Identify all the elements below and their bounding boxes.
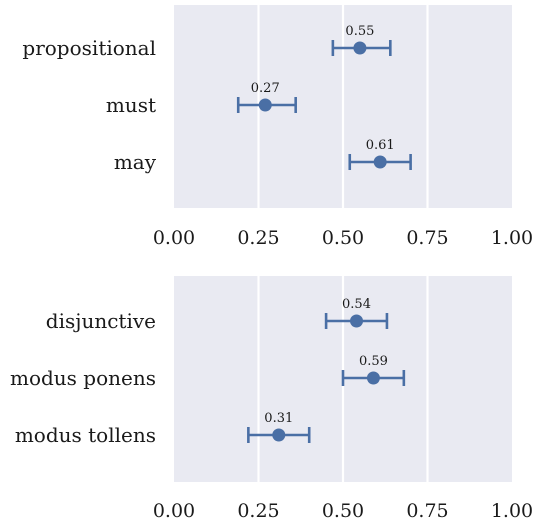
y-category-label: modus ponens [10, 366, 156, 390]
x-tick-label: 0.75 [406, 500, 448, 522]
data-label: 0.55 [345, 24, 374, 39]
x-tick-label: 0.50 [322, 500, 364, 522]
data-label: 0.54 [342, 297, 371, 312]
y-category-label: propositional [22, 36, 156, 60]
y-category-label: disjunctive [46, 309, 156, 333]
data-label: 0.31 [264, 411, 293, 426]
data-label: 0.59 [359, 354, 388, 369]
data-label: 0.27 [251, 81, 280, 96]
data-point [353, 41, 367, 55]
y-category-label: must [106, 93, 156, 117]
x-tick-label: 0.50 [322, 227, 364, 249]
y-category-label: modus tollens [15, 423, 156, 447]
data-point [258, 98, 272, 112]
chart-panel-top: 0.00 0.25 0.50 0.75 1.00 propositional must may… [22, 5, 533, 249]
data-label: 0.61 [366, 138, 395, 153]
x-tick-label: 0.25 [237, 500, 279, 522]
chart-panel-bottom: 0.00 0.25 0.50 0.75 1.00 disjunctive modus pon… [10, 276, 533, 522]
data-point [373, 155, 387, 169]
x-tick-label: 0.00 [153, 227, 195, 249]
x-tick-label: 0.00 [153, 500, 195, 522]
x-tick-label: 1.00 [491, 227, 533, 249]
data-point [350, 314, 364, 328]
y-category-label: may [114, 150, 157, 174]
x-tick-label: 0.25 [237, 227, 279, 249]
x-tick-label: 1.00 [491, 500, 533, 522]
x-tick-label: 0.75 [406, 227, 448, 249]
data-point [272, 428, 286, 442]
data-point [366, 371, 380, 385]
